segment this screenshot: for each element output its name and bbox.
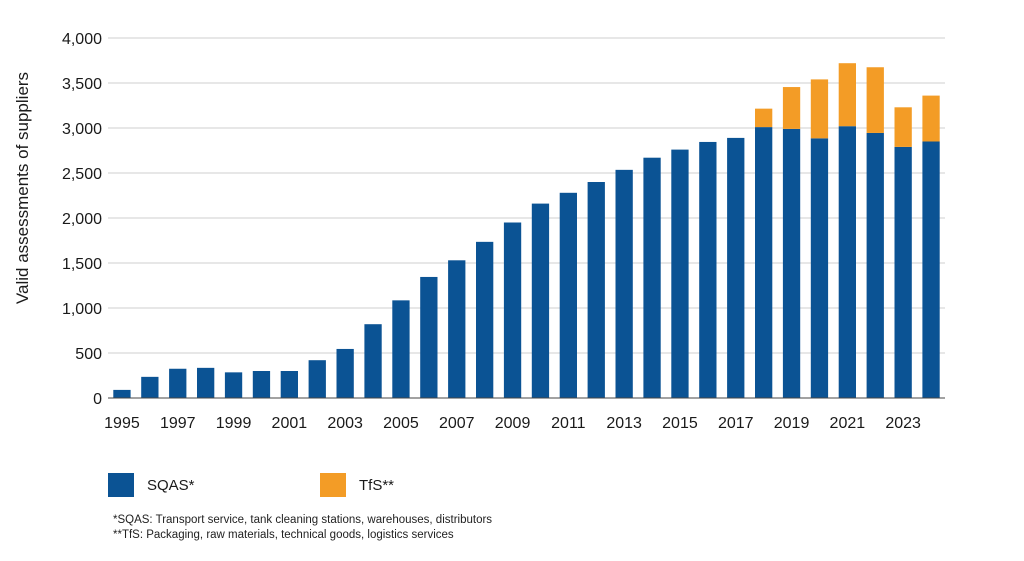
bar-sqas-1997 [169, 368, 187, 398]
x-tick-label: 2009 [495, 415, 531, 432]
bar-sqas-2011 [559, 192, 577, 398]
x-tick-label: 2003 [327, 415, 363, 432]
y-tick-label: 500 [75, 346, 102, 363]
bar-sqas-2003 [336, 348, 354, 398]
bar-sqas-2000 [252, 371, 271, 398]
bar-tfs-2022 [866, 67, 884, 133]
x-tick-label: 2019 [774, 415, 810, 432]
y-tick-label: 2,000 [62, 211, 102, 228]
y-tick-label: 1,000 [62, 301, 102, 318]
bar-sqas-2015 [671, 149, 689, 398]
bar-sqas-2018 [755, 127, 773, 398]
bar-sqas-1995 [113, 389, 131, 398]
bar-sqas-2017 [727, 137, 745, 398]
x-tick-label: 1997 [160, 415, 196, 432]
footnote-sqas: *SQAS: Transport service, tank cleaning … [113, 514, 493, 526]
bar-sqas-2001 [280, 371, 298, 398]
y-tick-label: 3,500 [62, 76, 102, 93]
bar-sqas-2021 [838, 126, 856, 398]
sqas-swatch [108, 473, 134, 497]
bars [113, 63, 940, 398]
bar-sqas-2014 [643, 157, 661, 398]
bar-sqas-2008 [476, 241, 494, 398]
tfs-swatch [320, 473, 346, 497]
x-tick-label: 1995 [104, 415, 140, 432]
x-tick-label: 2015 [662, 415, 698, 432]
x-tick-label: 2011 [551, 415, 586, 432]
bar-sqas-2002 [308, 360, 326, 398]
bar-sqas-1996 [141, 376, 159, 398]
bar-sqas-2012 [587, 182, 605, 398]
bar-tfs-2023 [894, 107, 912, 147]
bar-sqas-2022 [866, 132, 884, 398]
x-tick-label: 2005 [383, 415, 419, 432]
bar-sqas-2006 [420, 276, 438, 398]
bar-tfs-2020 [810, 79, 829, 139]
bar-sqas-1998 [197, 367, 215, 398]
bar-sqas-2020 [810, 138, 829, 398]
bar-chart: 05001,0001,5002,0002,5003,0003,5004,000 … [13, 31, 945, 432]
bar-sqas-2013 [615, 169, 633, 398]
x-tick-label: 2021 [830, 415, 866, 432]
bar-tfs-2024 [922, 95, 940, 142]
x-tick-label: 2007 [439, 415, 475, 432]
y-tick-label: 4,000 [62, 31, 102, 48]
legend-label-tfs: TfS** [359, 476, 395, 494]
bar-tfs-2018 [755, 108, 773, 128]
bar-sqas-2004 [364, 324, 382, 398]
y-tick-label: 2,500 [62, 166, 102, 183]
gridlines [108, 37, 945, 354]
bar-sqas-2016 [699, 141, 717, 398]
footnote-tfs: **TfS: Packaging, raw materials, technic… [113, 529, 454, 541]
y-tick-label: 1,500 [62, 256, 102, 273]
x-tick-label: 2013 [606, 415, 642, 432]
y-tick-labels: 0 500 1,000 1,500 2,000 2,500 3,000 3,500 4,000 [62, 31, 102, 408]
bar-sqas-2009 [503, 222, 522, 398]
bar-sqas-2007 [448, 260, 466, 398]
legend-label-sqas: SQAS* [147, 476, 195, 494]
legend-item-tfs: TfS** [320, 473, 394, 497]
x-tick-label: 2023 [885, 415, 921, 432]
x-tick-label: 1999 [216, 415, 252, 432]
bar-sqas-1999 [224, 372, 243, 398]
bar-sqas-2010 [531, 203, 550, 398]
y-axis-label: Valid assessments of suppliers [13, 72, 32, 304]
y-tick-label: 0 [93, 391, 102, 408]
x-tick-label: 2001 [272, 415, 308, 432]
legend-item-sqas: SQAS* [108, 473, 195, 497]
x-tick-labels: 1995 1997 1999 2001 2003 2005 2007 2009 2011 2013… [104, 415, 921, 432]
bar-sqas-2023 [894, 146, 912, 398]
y-tick-label: 3,000 [62, 121, 102, 138]
bar-sqas-2024 [922, 141, 940, 398]
bar-tfs-2021 [838, 63, 856, 127]
bar-sqas-2019 [782, 128, 801, 398]
bar-tfs-2019 [782, 87, 801, 129]
x-tick-label: 2017 [718, 415, 754, 432]
bar-sqas-2005 [392, 300, 410, 398]
